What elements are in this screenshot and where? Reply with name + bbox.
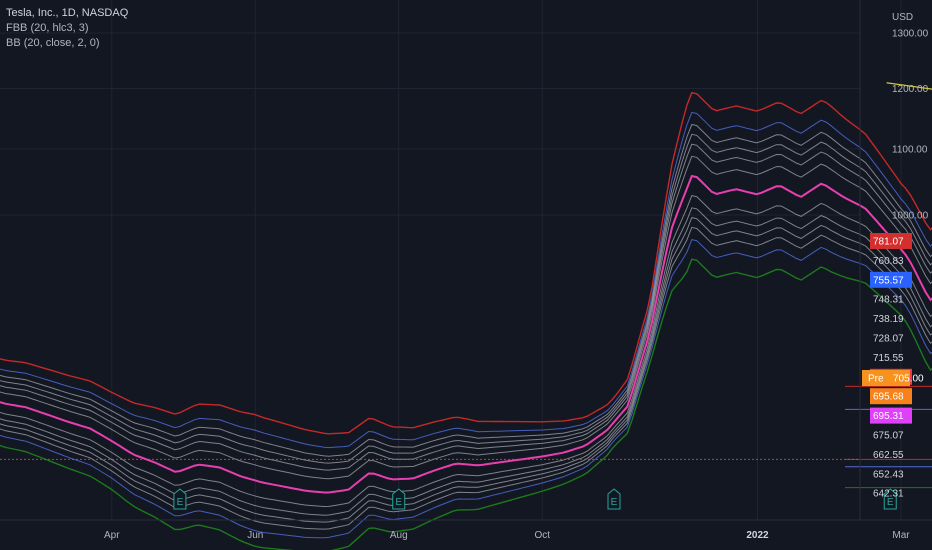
price-label-value: 760.83 — [873, 256, 904, 267]
price-label-background — [870, 271, 912, 288]
time-axis-tick-label: Oct — [534, 530, 550, 541]
time-axis-tick-label: 2022 — [746, 530, 769, 541]
lower-band-line-0.382 — [0, 207, 932, 516]
lower-band-line-0.236 — [0, 195, 932, 508]
price-label-tag[interactable]: 728.07 — [873, 334, 904, 345]
price-label-value: 662.55 — [873, 450, 904, 461]
price-label-tag[interactable]: 695.68 — [870, 388, 912, 405]
time-axis[interactable]: AprJunAugOct2022MarMayJulSepNov2023 — [104, 530, 932, 541]
upper-band-line-1 — [0, 91, 932, 435]
premarket-tag-value: 705.00 — [893, 374, 924, 385]
lower-band-line-0.764 — [0, 239, 932, 539]
price-label-background — [870, 407, 912, 424]
price-label-tag[interactable]: 675.07 — [873, 431, 904, 442]
earnings-marker-label: E — [611, 497, 618, 508]
price-label-tag[interactable]: 662.55 — [873, 450, 904, 461]
price-label-tag[interactable]: 748.31 — [873, 295, 904, 306]
time-axis-tick-label: Mar — [892, 530, 910, 541]
earnings-marker[interactable]: E — [607, 488, 621, 510]
lower-band-line-0.618 — [0, 226, 932, 530]
price-label-value: 642.31 — [873, 489, 904, 500]
price-axis-tick-label: 1200.00 — [892, 84, 929, 95]
bb-indicator-label[interactable]: BB (20, close, 2, 0) — [6, 37, 100, 49]
price-label-background — [870, 233, 912, 249]
price-label-background — [870, 388, 912, 405]
earnings-marker-label: E — [177, 497, 184, 508]
earnings-markers: EEEEEE — [173, 488, 897, 510]
time-axis-tick-label: Aug — [390, 530, 408, 541]
earnings-marker-box — [883, 488, 897, 510]
lower-band-line-0.5 — [0, 217, 932, 523]
bollinger-bands — [0, 91, 932, 550]
time-axis-tick-label: Jun — [247, 530, 263, 541]
price-axis-tick-label: 1000.00 — [892, 211, 929, 222]
upper-band-line-0.618 — [0, 123, 932, 457]
price-label-tag[interactable]: 760.83 — [873, 256, 904, 267]
price-label-tag[interactable]: 695.31 — [870, 407, 912, 424]
premarket-tag-background — [862, 370, 910, 386]
price-label-value: 728.07 — [873, 334, 904, 345]
upper-band-line-0.5 — [0, 133, 932, 464]
price-label-tag[interactable]: 781.07 — [870, 233, 912, 249]
basis-line — [0, 174, 932, 494]
price-label-value: 695.68 — [873, 392, 904, 403]
price-axis-tick-label: 1300.00 — [892, 29, 929, 40]
price-label-tag[interactable]: 738.19 — [873, 314, 904, 325]
earnings-marker-box — [392, 488, 406, 510]
currency-label: USD — [892, 12, 913, 23]
premarket-tag[interactable]: Pre 705.00 — [862, 370, 924, 386]
lower-band-line-1 — [0, 258, 932, 550]
fbb-indicator-label[interactable]: FBB (20, hlc3, 3) — [6, 22, 89, 34]
price-label-value: 781.07 — [873, 237, 904, 248]
earnings-marker-label: E — [887, 497, 894, 508]
price-label-value: 755.57 — [873, 275, 904, 286]
earnings-marker[interactable]: E — [173, 488, 187, 510]
price-label-value: 675.07 — [873, 431, 904, 442]
indicator-legend: Tesla, Inc., 1D, NASDAQ FBB (20, hlc3, 3… — [6, 6, 128, 51]
upper-band-line-0.764 — [0, 111, 932, 449]
price-label-value: 738.19 — [873, 314, 904, 325]
earnings-marker[interactable]: E — [883, 488, 897, 510]
price-label-value: 748.31 — [873, 295, 904, 306]
earnings-marker[interactable]: E — [392, 488, 406, 510]
upper-band-line-0.382 — [0, 143, 932, 471]
price-axis-tick-label: 1100.00 — [892, 144, 928, 155]
premarket-tag-label: Pre — [868, 374, 884, 385]
chart-grid — [0, 0, 902, 520]
price-label-value: 695.31 — [873, 411, 904, 422]
earnings-marker-box — [607, 488, 621, 510]
price-label-value: 715.55 — [873, 353, 904, 364]
price-label-tag[interactable]: 652.43 — [873, 469, 904, 480]
symbol-title[interactable]: Tesla, Inc., 1D, NASDAQ — [6, 7, 129, 19]
price-axis[interactable]: 1300.00 1200.00 1100.00 1000.00 781.07 760.83… — [862, 29, 929, 500]
earnings-marker-box — [173, 488, 187, 510]
price-label-tag[interactable]: 715.55 — [873, 353, 904, 364]
upper-band-line-0.236 — [0, 155, 932, 480]
price-label-tag[interactable]: 755.57 — [870, 271, 912, 288]
earnings-marker-label: E — [395, 497, 402, 508]
time-axis-tick-label: Apr — [104, 530, 120, 541]
price-label-tag[interactable]: 642.31 — [873, 489, 904, 500]
price-label-value: 652.43 — [873, 469, 904, 480]
